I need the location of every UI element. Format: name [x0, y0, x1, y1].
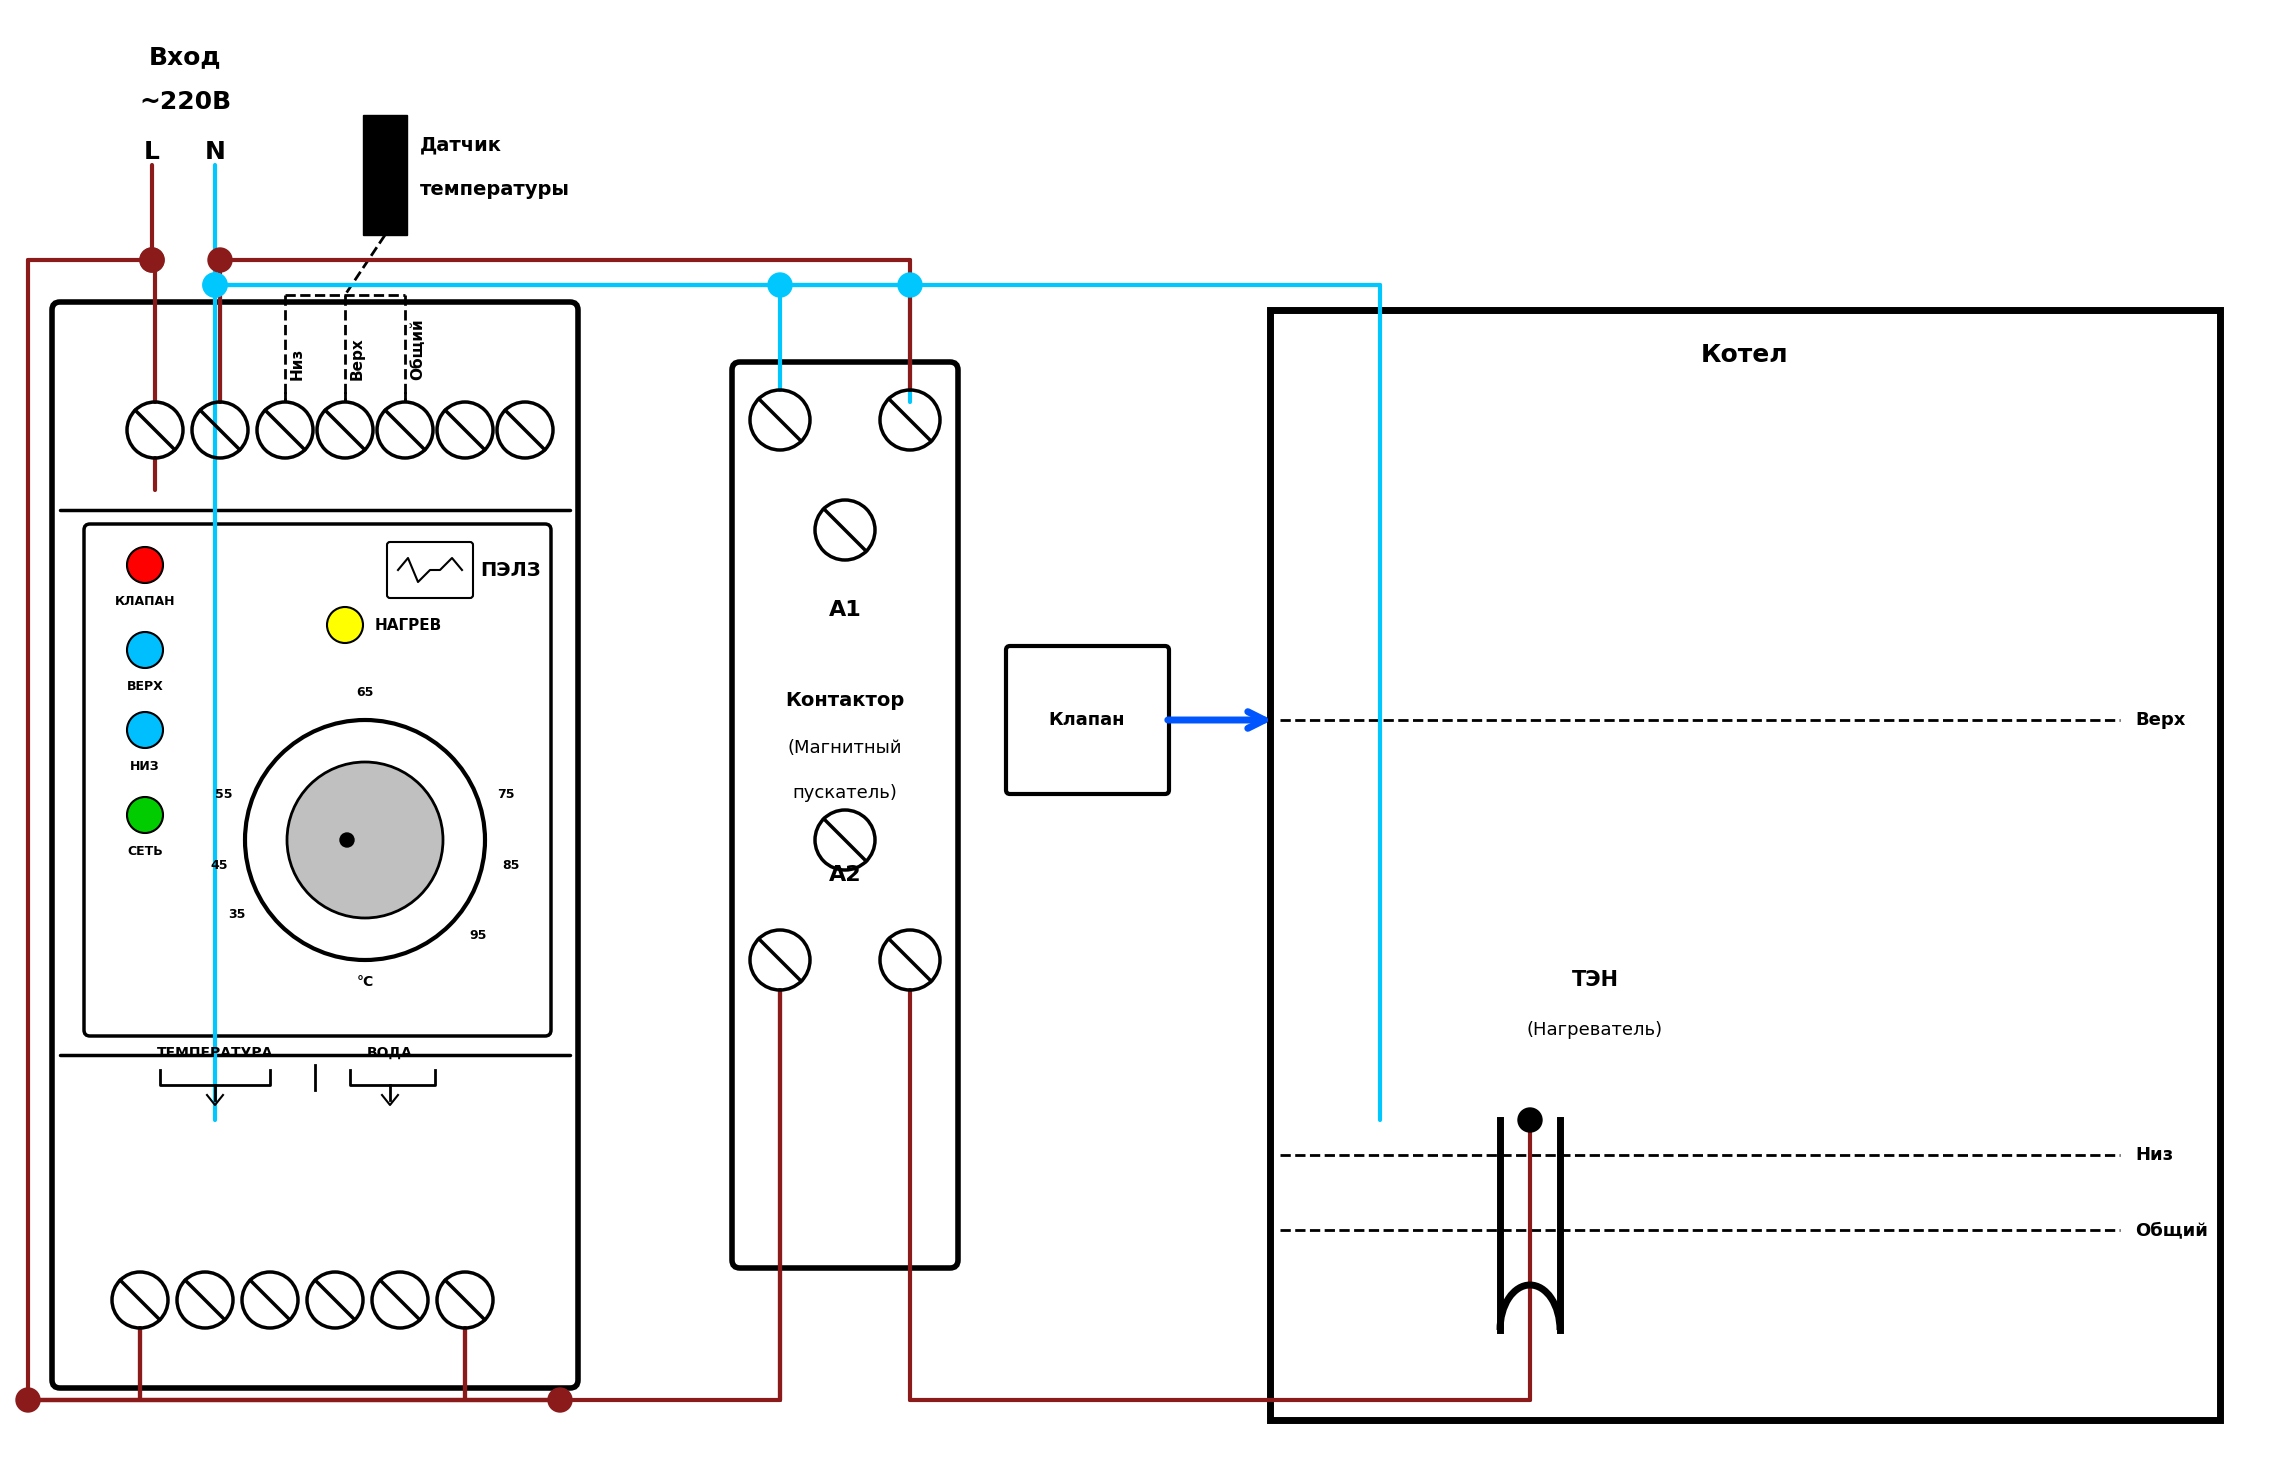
Text: Контактор: Контактор — [785, 691, 904, 710]
Circle shape — [140, 248, 165, 272]
Text: ПЭЛЗ: ПЭЛЗ — [481, 561, 540, 580]
Text: 35: 35 — [229, 908, 245, 920]
Text: A1: A1 — [829, 600, 861, 620]
Bar — [1270, 311, 2220, 1420]
Text: Котел: Котел — [1701, 343, 1788, 367]
Circle shape — [341, 833, 355, 847]
Text: A2: A2 — [829, 865, 861, 884]
Text: Низ: Низ — [2136, 1146, 2172, 1164]
Text: Низ: Низ — [291, 348, 304, 380]
Text: Общий: Общий — [2136, 1222, 2209, 1239]
Circle shape — [126, 547, 163, 583]
Circle shape — [286, 762, 444, 918]
Text: ТЕМПЕРАТУРА: ТЕМПЕРАТУРА — [158, 1046, 272, 1060]
Text: НАГРЕВ: НАГРЕВ — [375, 618, 442, 633]
Text: КЛАПАН: КЛАПАН — [114, 595, 176, 608]
Circle shape — [327, 606, 364, 643]
Text: Клапан: Клапан — [1048, 711, 1126, 729]
Circle shape — [769, 274, 792, 297]
Circle shape — [208, 248, 231, 272]
Text: 85: 85 — [501, 859, 520, 873]
Text: Верх: Верх — [350, 337, 364, 380]
Text: 75: 75 — [497, 788, 515, 800]
Text: 55: 55 — [215, 788, 233, 800]
Text: °C: °C — [357, 975, 373, 989]
Circle shape — [1518, 1108, 1543, 1131]
Text: L: L — [144, 141, 160, 164]
Circle shape — [126, 797, 163, 833]
Circle shape — [126, 711, 163, 748]
Text: Общий: Общий — [410, 318, 426, 380]
Circle shape — [126, 632, 163, 669]
Circle shape — [16, 1387, 39, 1412]
Circle shape — [140, 248, 165, 272]
Text: ВОДА: ВОДА — [366, 1046, 412, 1060]
Bar — [364, 115, 407, 235]
Text: (Нагреватель): (Нагреватель) — [1527, 1021, 1664, 1040]
Text: (Магнитный: (Магнитный — [787, 740, 902, 757]
Text: 95: 95 — [469, 929, 488, 942]
Text: НИЗ: НИЗ — [130, 760, 160, 774]
Text: пускатель): пускатель) — [792, 784, 897, 802]
Text: ТЭН: ТЭН — [1573, 970, 1618, 989]
Circle shape — [204, 274, 227, 297]
Circle shape — [547, 1387, 572, 1412]
Circle shape — [204, 274, 227, 297]
Text: Вход: Вход — [149, 44, 222, 70]
Text: N: N — [204, 141, 224, 164]
Text: ВЕРХ: ВЕРХ — [126, 680, 163, 694]
Text: СЕТЬ: СЕТЬ — [128, 845, 163, 858]
Text: Верх: Верх — [2136, 711, 2186, 729]
Text: ~220В: ~220В — [140, 90, 231, 114]
Text: 45: 45 — [211, 859, 229, 873]
Text: Датчик: Датчик — [419, 135, 501, 154]
Text: 65: 65 — [357, 685, 373, 698]
Text: температуры: температуры — [419, 180, 570, 200]
Circle shape — [897, 274, 922, 297]
